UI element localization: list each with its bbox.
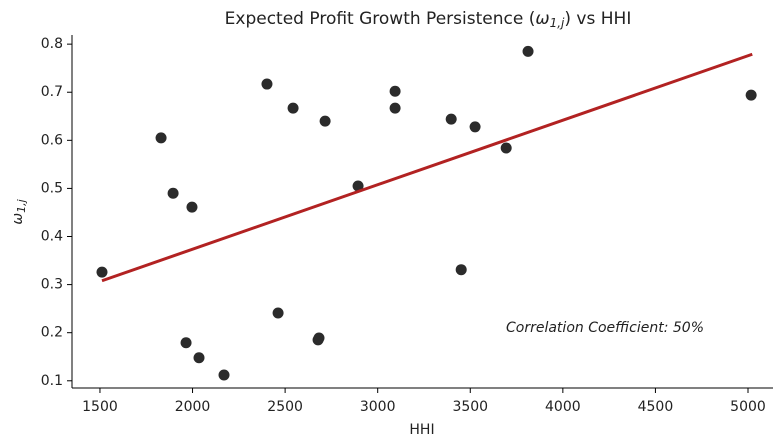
x-tick-label: 3000 <box>360 399 396 415</box>
point <box>186 201 198 213</box>
point <box>180 337 192 349</box>
point <box>445 113 457 125</box>
point <box>167 187 179 199</box>
x-tick-label: 5000 <box>730 399 766 415</box>
point <box>272 307 284 319</box>
point <box>313 332 325 344</box>
title-part: ω <box>535 9 549 29</box>
x-tick-label: 4000 <box>545 399 581 415</box>
point <box>469 121 481 133</box>
point <box>455 264 467 276</box>
x-tick-label: 3500 <box>452 399 488 415</box>
point <box>193 352 205 364</box>
point <box>500 142 512 154</box>
x-tick-label: 1500 <box>82 399 118 415</box>
point <box>319 115 331 127</box>
x-tick-label: 2000 <box>175 399 211 415</box>
y-tick-label: 0.6 <box>41 132 63 148</box>
x-axis-label: HHI <box>409 422 434 438</box>
x-tick-label: 4500 <box>638 399 674 415</box>
y-tick-label: 0.5 <box>41 180 63 196</box>
fit-line <box>101 52 753 283</box>
x-tick-label: 2500 <box>267 399 303 415</box>
point <box>287 102 299 114</box>
y-tick-label: 0.2 <box>41 325 63 341</box>
y-tick-label: 0.4 <box>41 229 63 245</box>
y-tick-label: 0.8 <box>41 36 63 52</box>
point <box>522 45 534 57</box>
point <box>96 266 108 278</box>
title-part: ) vs HHI <box>564 9 631 29</box>
chart-title: Expected Profit Growth Persistence (ω1,j… <box>225 9 632 30</box>
y-tick-label: 0.1 <box>41 373 63 389</box>
point <box>389 85 401 97</box>
y-tick-label: 0.3 <box>41 277 63 293</box>
y-label-part: ω <box>10 213 26 225</box>
y-axis-label: ω1,j <box>10 198 28 224</box>
title-part: 1,j <box>550 16 565 30</box>
y-label-part: 1,j <box>15 198 28 212</box>
point <box>155 132 167 144</box>
point <box>261 78 273 90</box>
title-part: Expected Profit Growth Persistence ( <box>225 9 536 29</box>
point <box>218 369 230 381</box>
point <box>389 102 401 114</box>
point <box>745 89 757 101</box>
annotation: Correlation Coefficient: 50% <box>506 320 704 336</box>
point <box>352 180 364 192</box>
y-tick-label: 0.7 <box>41 84 63 100</box>
